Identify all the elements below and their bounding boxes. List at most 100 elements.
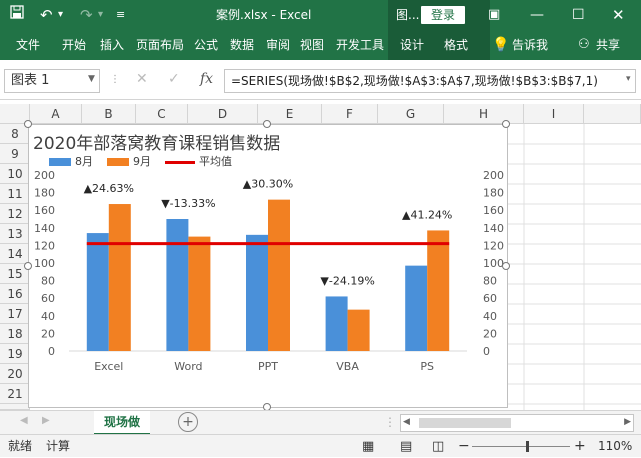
tab-data[interactable]: 数据 [230, 38, 255, 52]
chart-object[interactable]: 2020年部落窝教育课程销售数据 8月 9月 平均值 0 0 20 20 40 40 60 6… [24, 120, 510, 411]
tab-page-layout[interactable]: 页面布局 [136, 38, 185, 52]
undo-icon[interactable]: ↶ [40, 6, 53, 24]
row-header[interactable]: 13 [0, 224, 30, 244]
tab-splitter-icon[interactable]: ⋮ [384, 415, 396, 429]
legend-label-sep: 9月 [133, 155, 151, 168]
row-header[interactable]: 15 [0, 264, 30, 284]
bar-aug [166, 219, 189, 351]
tab-design[interactable]: 设计 [400, 38, 425, 52]
row-header[interactable]: 21 [0, 384, 30, 404]
x-tick-label: Word [174, 360, 202, 373]
change-annotation: ▼-13.33% [161, 197, 215, 210]
sheet-tab-active[interactable]: 现场做 [94, 411, 150, 435]
tab-formulas[interactable]: 公式 [194, 38, 219, 52]
legend-label-average: 平均值 [199, 155, 232, 168]
tell-me-box[interactable]: 告诉我 [512, 38, 549, 52]
bar-sep [268, 199, 290, 351]
column-header-c[interactable]: C [136, 104, 188, 124]
row-header[interactable]: 19 [0, 344, 30, 364]
add-sheet-icon[interactable]: + [178, 412, 198, 432]
name-box[interactable]: 图表 1 [4, 69, 100, 93]
y-tick-label-right: 180 [483, 187, 504, 200]
page-layout-view-icon[interactable]: ▤ [400, 439, 413, 454]
row-header[interactable]: 9 [0, 144, 30, 164]
column-header-f[interactable]: F [322, 104, 378, 124]
cancel-icon[interactable]: ✕ [136, 71, 148, 87]
share-button[interactable]: 共享 [596, 38, 621, 52]
resize-handle[interactable] [502, 262, 510, 270]
ribbon-tabs: 文件 开始 插入 页面布局 公式 数据 审阅 视图 开发工具 设计 格式 💡 告… [0, 30, 641, 60]
plot-area[interactable]: 0 0 20 20 40 40 60 60 80 80 100 100 120 120 140 140 160 1… [29, 125, 507, 407]
tab-format[interactable]: 格式 [444, 38, 469, 52]
scroll-left-icon[interactable]: ◀ [403, 417, 410, 427]
status-calculate[interactable]: 计算 [46, 439, 71, 453]
resize-handle[interactable] [24, 262, 32, 270]
row-header[interactable]: 12 [0, 204, 30, 224]
column-header-i[interactable]: I [524, 104, 584, 124]
column-header-a[interactable]: A [30, 104, 82, 124]
prev-sheet-icon[interactable]: ◀ [20, 415, 28, 426]
legend-label-aug: 8月 [75, 155, 93, 168]
column-headers: A B C D E F G H I [0, 104, 641, 124]
tab-home[interactable]: 开始 [62, 38, 87, 52]
tab-insert[interactable]: 插入 [100, 38, 125, 52]
column-header-e[interactable]: E [258, 104, 322, 124]
row-header[interactable]: 14 [0, 244, 30, 264]
minimize-icon[interactable]: — [530, 7, 544, 23]
scrollbar-thumb[interactable] [419, 418, 511, 428]
column-header-b[interactable]: B [82, 104, 136, 124]
select-all-corner[interactable] [0, 104, 30, 124]
resize-handle[interactable] [263, 120, 271, 128]
row-header[interactable]: 22 [0, 404, 30, 410]
row-header[interactable]: 16 [0, 284, 30, 304]
login-button[interactable]: 登录 [421, 6, 465, 24]
row-header[interactable]: 11 [0, 184, 30, 204]
y-tick-label-left: 60 [41, 292, 55, 305]
column-header-j[interactable] [584, 104, 641, 124]
maximize-icon[interactable]: ☐ [572, 7, 585, 23]
row-header[interactable]: 17 [0, 304, 30, 324]
tab-review[interactable]: 审阅 [266, 38, 291, 52]
zoom-slider-thumb[interactable] [526, 441, 529, 452]
tab-developer[interactable]: 开发工具 [336, 38, 385, 52]
bar-sep [427, 230, 450, 351]
tab-file[interactable]: 文件 [16, 38, 41, 52]
undo-dropdown-icon[interactable]: ▾ [58, 9, 64, 20]
formula-input[interactable]: =SERIES(现场做!$B$2,现场做!$A$3:$A$7,现场做!$B$3:… [224, 69, 636, 93]
column-header-d[interactable]: D [188, 104, 258, 124]
formula-bar-resize-icon[interactable]: ⋮ [110, 74, 120, 85]
column-header-h[interactable]: H [444, 104, 524, 124]
zoom-in-icon[interactable]: + [574, 438, 586, 454]
resize-handle[interactable] [502, 120, 510, 128]
ribbon-display-icon[interactable]: ▣ [488, 7, 501, 22]
title-bar: ↶ ▾ ↷ ▾ ≡ 案例.xlsx - Excel 图... 登录 ▣ — ☐ … [0, 0, 641, 30]
enter-icon[interactable]: ✓ [168, 71, 180, 87]
page-break-view-icon[interactable]: ◫ [432, 439, 445, 454]
y-tick-label-left: 80 [41, 275, 55, 288]
close-icon[interactable]: ✕ [612, 6, 625, 24]
scroll-right-icon[interactable]: ▶ [624, 417, 631, 427]
name-box-dropdown-icon[interactable]: ▼ [88, 74, 95, 84]
y-tick-label-right: 40 [483, 310, 497, 323]
next-sheet-icon[interactable]: ▶ [42, 415, 50, 426]
row-header[interactable]: 18 [0, 324, 30, 344]
customize-toolbar-icon[interactable]: ≡ [116, 8, 126, 21]
row-header[interactable]: 20 [0, 364, 30, 384]
resize-handle[interactable] [24, 120, 32, 128]
zoom-out-icon[interactable]: − [458, 438, 470, 454]
horizontal-scrollbar[interactable]: ◀ ▶ [400, 414, 634, 432]
save-icon[interactable] [10, 0, 24, 30]
formula-expand-icon[interactable]: ▾ [626, 74, 631, 84]
zoom-level[interactable]: 110% [598, 439, 633, 453]
tab-view[interactable]: 视图 [300, 38, 325, 52]
y-tick-label-right: 120 [483, 239, 504, 252]
zoom-slider[interactable] [472, 446, 570, 447]
column-header-g[interactable]: G [378, 104, 444, 124]
normal-view-icon[interactable]: ▦ [362, 439, 375, 454]
redo-icon[interactable]: ↷ [80, 6, 93, 24]
redo-dropdown-icon[interactable]: ▾ [98, 9, 104, 20]
chart-title[interactable]: 2020年部落窝教育课程销售数据 [33, 134, 281, 154]
row-header[interactable]: 8 [0, 124, 30, 144]
row-header[interactable]: 10 [0, 164, 30, 184]
fx-icon[interactable]: fx [200, 71, 214, 87]
